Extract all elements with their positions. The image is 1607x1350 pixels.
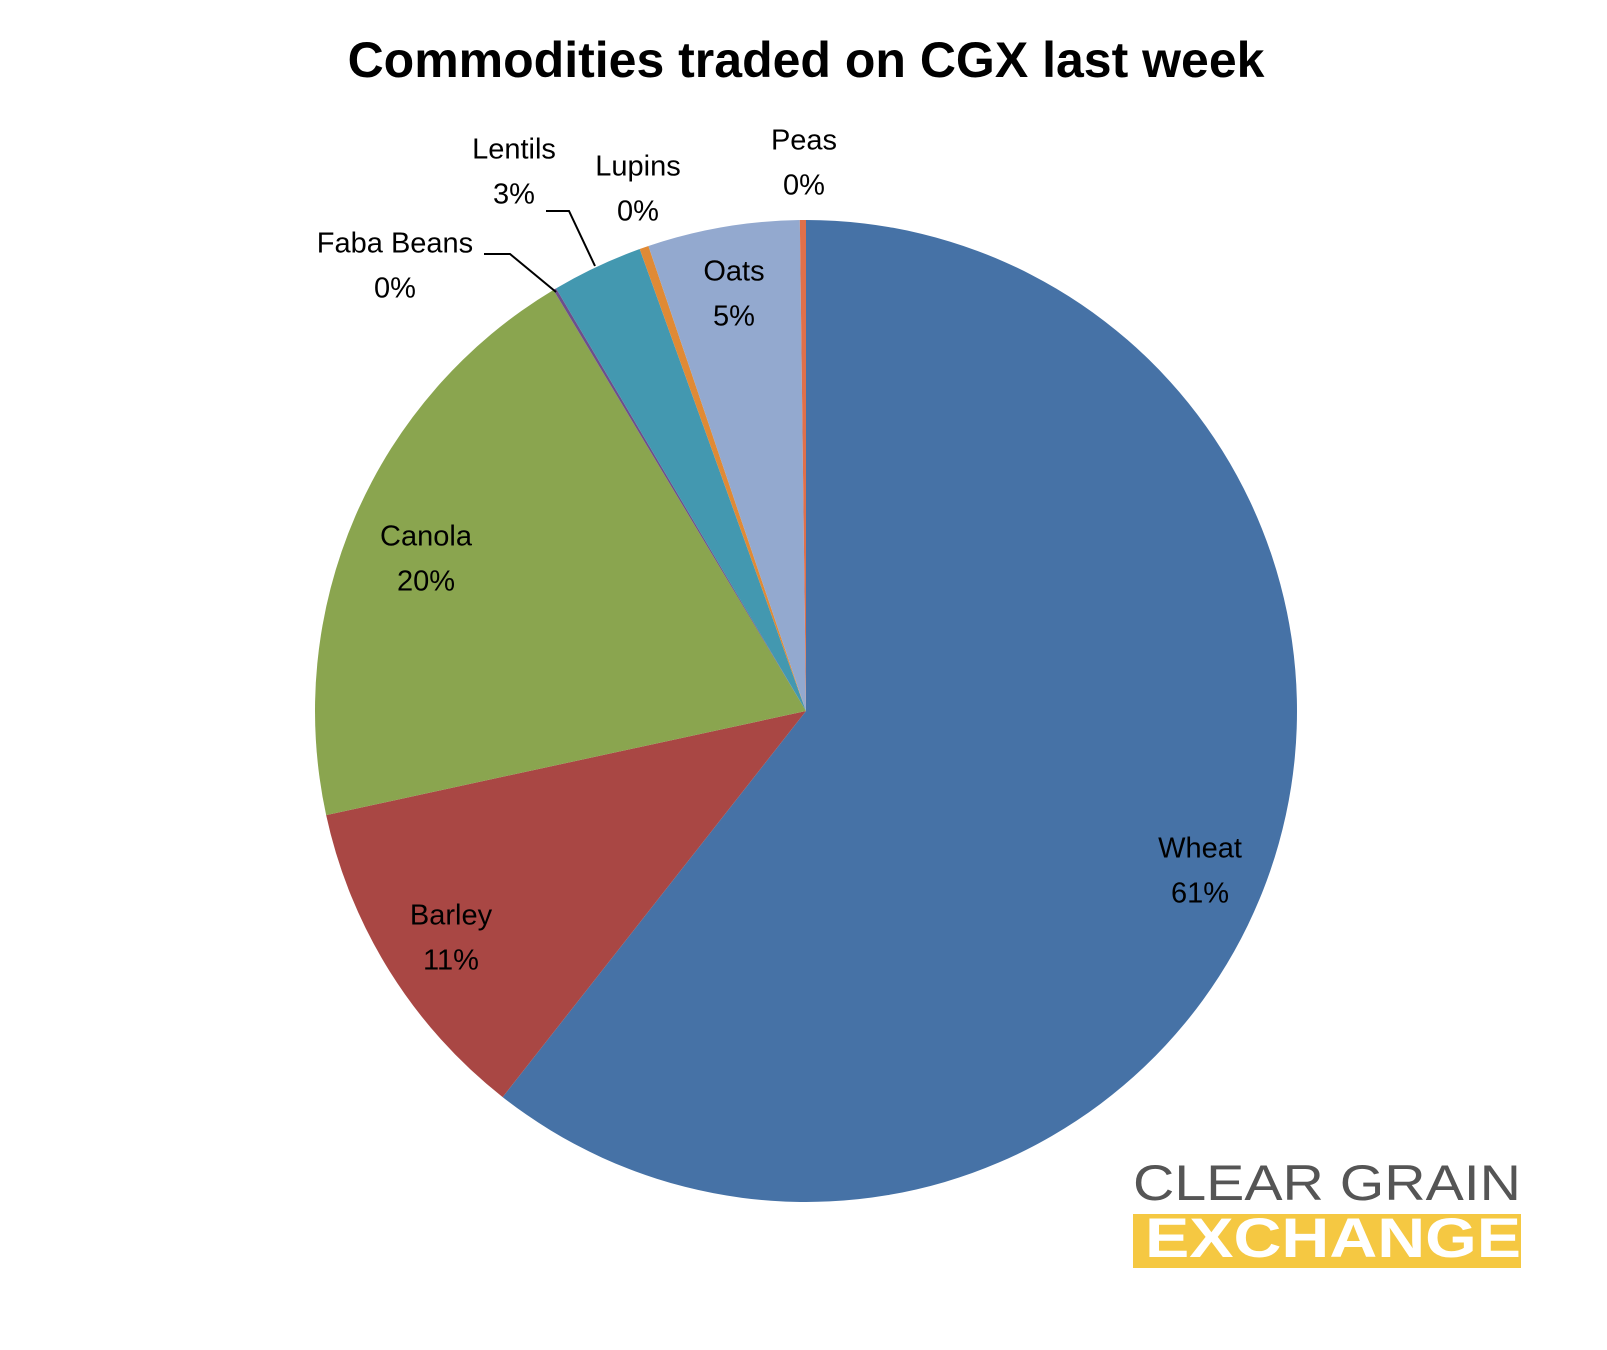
slice-value: 11%: [423, 945, 479, 977]
slice-label: Lupins: [595, 151, 680, 183]
slice-value: 20%: [397, 566, 455, 598]
pie-slice: [553, 288, 806, 711]
pie-slice: [556, 249, 806, 712]
slice-label: Barley: [410, 900, 493, 932]
slice-label: Wheat: [1158, 833, 1242, 865]
logo: CLEAR GRAIN EXCHANGE: [1133, 1155, 1521, 1269]
pie-slice: [326, 711, 806, 1098]
slice-label: Oats: [703, 256, 764, 288]
slice-value: 0%: [783, 170, 825, 202]
pie-slice: [639, 245, 806, 711]
slice-value: 61%: [1171, 878, 1229, 910]
pie-slice: [648, 220, 806, 712]
slice-value: 0%: [374, 273, 416, 305]
slice-value: 0%: [617, 196, 659, 228]
chart-title: Commodities traded on CGX last week: [348, 32, 1265, 88]
logo-line1: CLEAR GRAIN: [1133, 1155, 1521, 1211]
slice-label: Faba Beans: [317, 228, 473, 260]
slice-label: Peas: [771, 125, 837, 157]
pie: [315, 220, 1297, 1202]
pie-slice: [315, 289, 806, 816]
slice-label: Canola: [380, 521, 473, 553]
pie-slice: [502, 220, 1297, 1202]
logo-band: [1133, 1214, 1521, 1268]
logo-line2: EXCHANGE: [1145, 1206, 1521, 1269]
slice-value: 3%: [493, 179, 535, 211]
slice-value: 5%: [713, 301, 755, 333]
slice-label: Lentils: [472, 134, 556, 166]
leader-line: [484, 253, 557, 293]
leader-line: [546, 210, 596, 267]
data-labels: Wheat 61% Barley 11% Canola 20% Faba Beans 0% Le…: [317, 125, 1242, 977]
pie-slice: [799, 220, 806, 711]
